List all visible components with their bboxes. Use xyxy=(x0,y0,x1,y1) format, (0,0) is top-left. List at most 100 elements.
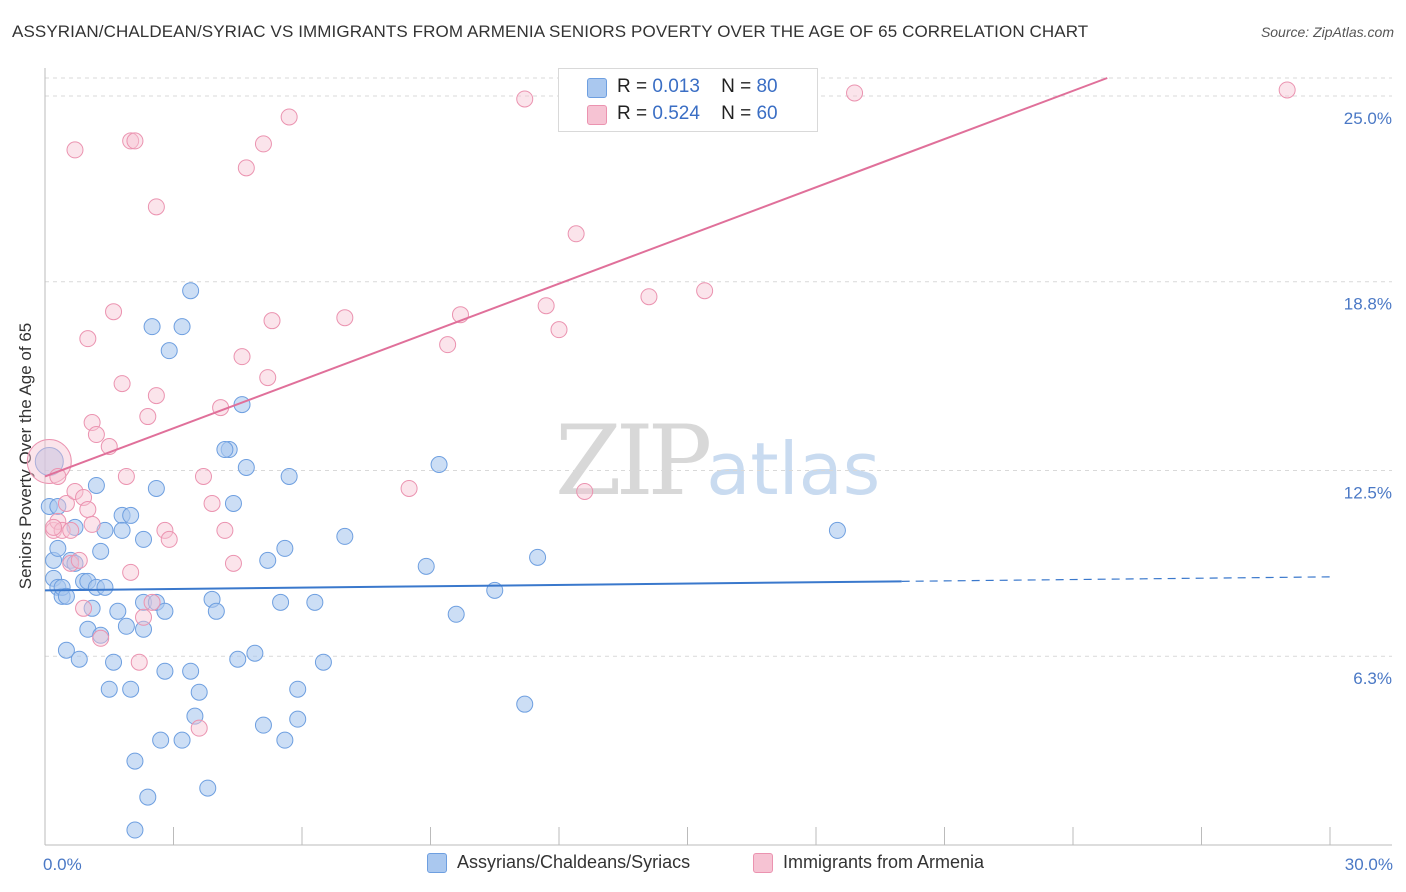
point-assyrians xyxy=(246,644,264,662)
point-armenia xyxy=(259,369,277,387)
point-assyrians xyxy=(109,602,127,620)
point-armenia xyxy=(83,515,101,533)
point-armenia xyxy=(126,132,144,150)
point-armenia xyxy=(537,297,555,315)
point-armenia xyxy=(516,90,534,108)
point-armenia xyxy=(254,135,272,153)
point-armenia xyxy=(66,141,84,159)
point-assyrians xyxy=(216,441,234,459)
point-armenia xyxy=(122,563,140,581)
point-armenia xyxy=(160,530,178,548)
point-assyrians xyxy=(126,821,144,839)
point-assyrians xyxy=(336,527,354,545)
point-assyrians xyxy=(447,605,465,623)
point-assyrians xyxy=(207,602,225,620)
point-armenia xyxy=(237,159,255,177)
point-assyrians xyxy=(272,593,290,611)
stats-legend: R = 0.013 N = 80 R = 0.524 N = 60 xyxy=(558,68,818,132)
point-assyrians xyxy=(237,458,255,476)
point-armenia xyxy=(117,467,135,485)
point-assyrians xyxy=(224,494,242,512)
x-tick-label-max: 30.0% xyxy=(1345,855,1393,874)
point-armenia xyxy=(105,303,123,321)
point-assyrians xyxy=(126,752,144,770)
point-armenia xyxy=(130,653,148,671)
point-armenia xyxy=(87,426,105,444)
point-assyrians xyxy=(57,587,75,605)
point-armenia xyxy=(147,198,165,216)
point-armenia xyxy=(400,479,418,497)
tick-labels: 6.3% 12.5% 18.8% 25.0% 0.0% 30.0% xyxy=(43,109,1393,874)
bottom-legend-swatch-blue xyxy=(427,853,447,873)
point-assyrians xyxy=(190,683,208,701)
series-assyrians-points xyxy=(34,282,846,839)
point-armenia xyxy=(57,494,75,512)
point-armenia xyxy=(75,599,93,617)
point-assyrians xyxy=(289,680,307,698)
point-assyrians xyxy=(276,539,294,557)
point-armenia xyxy=(233,348,251,366)
point-assyrians xyxy=(139,788,157,806)
source-label: Source: ZipAtlas.com xyxy=(1260,24,1394,40)
point-assyrians xyxy=(276,731,294,749)
point-armenia xyxy=(79,500,97,518)
point-armenia xyxy=(62,521,80,539)
y-tick-label: 18.8% xyxy=(1344,295,1392,314)
point-armenia xyxy=(203,494,221,512)
point-assyrians xyxy=(156,662,174,680)
legend-label: R = 0.524 N = 60 xyxy=(617,103,778,124)
point-assyrians xyxy=(152,731,170,749)
point-armenia xyxy=(280,108,298,126)
point-assyrians xyxy=(49,539,67,557)
point-assyrians xyxy=(160,342,178,360)
point-armenia xyxy=(66,482,84,500)
point-assyrians xyxy=(105,653,123,671)
point-armenia xyxy=(550,321,568,339)
x-tick-label-min: 0.0% xyxy=(43,855,82,874)
legend-swatch-blue xyxy=(587,78,607,98)
watermark-atlas: atlas xyxy=(706,427,881,511)
series-armenia-points xyxy=(26,81,1296,737)
point-armenia xyxy=(263,312,281,330)
point-armenia xyxy=(49,512,67,530)
point-armenia xyxy=(143,593,161,611)
y-tick-label: 12.5% xyxy=(1344,483,1392,502)
point-assyrians xyxy=(135,620,153,638)
legend-swatch-pink xyxy=(587,105,607,125)
point-armenia xyxy=(190,719,208,737)
point-assyrians xyxy=(135,530,153,548)
point-assyrians xyxy=(147,479,165,497)
point-assyrians xyxy=(529,548,547,566)
point-armenia xyxy=(135,608,153,626)
point-armenia xyxy=(113,375,131,393)
point-assyrians xyxy=(289,710,307,728)
point-assyrians xyxy=(92,542,110,560)
point-armenia xyxy=(156,521,174,539)
point-assyrians xyxy=(57,641,75,659)
point-assyrians xyxy=(83,599,101,617)
point-assyrians xyxy=(100,680,118,698)
point-assyrians xyxy=(122,506,140,524)
point-assyrians xyxy=(314,653,332,671)
point-armenia xyxy=(70,551,88,569)
point-armenia xyxy=(336,309,354,327)
point-assyrians xyxy=(259,551,277,569)
legend-label: R = 0.013 N = 80 xyxy=(617,76,778,97)
point-armenia xyxy=(696,282,714,300)
point-armenia xyxy=(79,330,97,348)
point-assyrians xyxy=(828,521,846,539)
point-armenia xyxy=(1278,81,1296,99)
point-armenia xyxy=(567,225,585,243)
point-armenia xyxy=(147,387,165,405)
bottom-legend-label-pink: Immigrants from Armenia xyxy=(783,852,985,872)
point-assyrians xyxy=(117,617,135,635)
chart-title: ASSYRIAN/CHALDEAN/SYRIAC VS IMMIGRANTS F… xyxy=(12,22,1089,41)
y-tick-label: 25.0% xyxy=(1344,109,1392,128)
point-assyrians xyxy=(113,521,131,539)
point-armenia xyxy=(439,336,457,354)
point-armenia xyxy=(92,629,110,647)
point-assyrians xyxy=(182,662,200,680)
point-assyrians xyxy=(430,455,448,473)
point-assyrians xyxy=(173,731,191,749)
